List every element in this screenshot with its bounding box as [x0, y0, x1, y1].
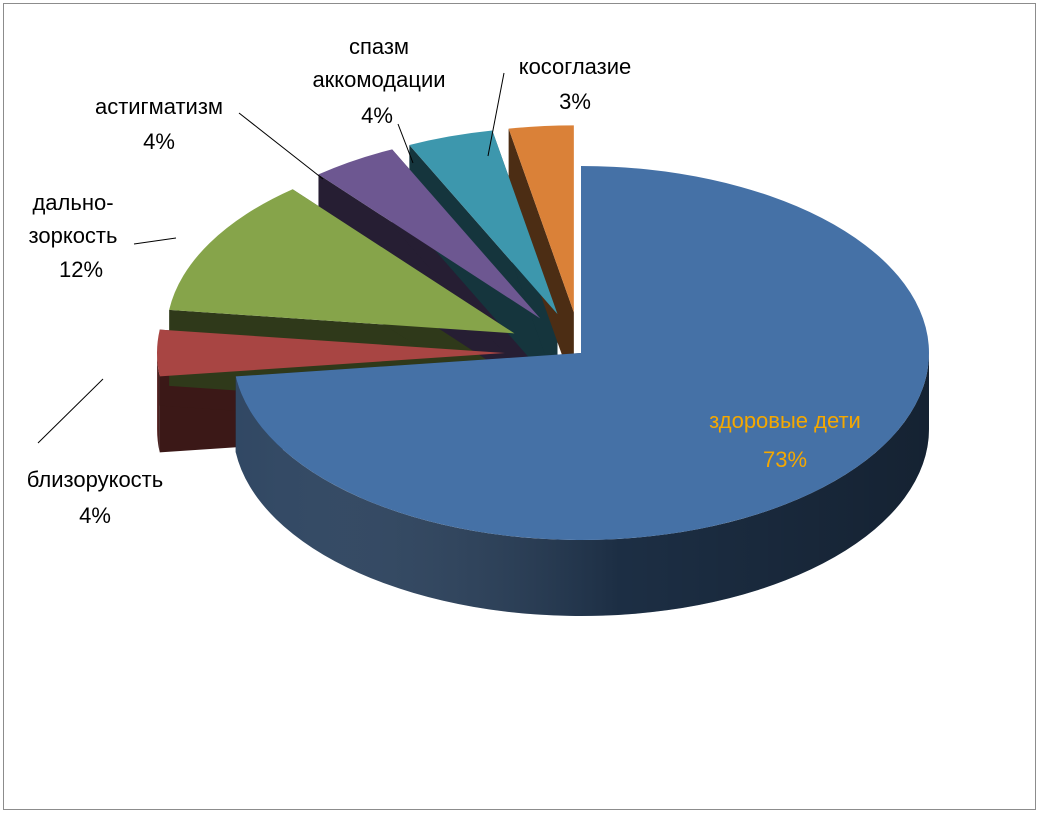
slice-label-4-line-0: спазм [349, 34, 409, 59]
pie-chart: здоровые дети 73% близорукость 4% дально-зор… [27, 34, 929, 617]
slice-value-3: 4% [143, 129, 175, 154]
slice-0 [235, 166, 929, 540]
leader-line-4 [397, 123, 414, 164]
slice-side-shade-1-0 [157, 353, 160, 453]
slice-4 [409, 130, 558, 315]
slice-value-4: 4% [361, 103, 393, 128]
leader-line-2 [133, 237, 177, 245]
slice-label-0: здоровые дети [709, 408, 861, 433]
slice-value-0: 73% [763, 447, 807, 472]
leader-line-3 [238, 112, 324, 180]
leader-lines [37, 72, 505, 444]
chart-frame: здоровые дети 73% близорукость 4% дально-зор… [3, 3, 1036, 810]
slice-label-2-line-0: дально- [32, 190, 113, 215]
slice-value-1: 4% [79, 503, 111, 528]
slice-3 [318, 149, 541, 319]
slice-1 [157, 329, 505, 377]
slice-side-shade-0-0 [235, 353, 929, 617]
slice-value-5: 3% [559, 89, 591, 114]
slice-label-3: астигматизм [95, 94, 223, 119]
slice-value-2: 12% [59, 257, 103, 282]
slice-label-1: близорукость [27, 467, 163, 492]
leader-line-5 [487, 72, 505, 157]
slice-label-5: косоглазие [519, 54, 632, 79]
slice-label-4-line-1: аккомодации [312, 67, 445, 92]
slice-2 [169, 189, 515, 334]
leader-line-1 [37, 378, 104, 444]
data-labels: здоровые дети 73% близорукость 4% дально-зор… [27, 34, 861, 528]
slice-label-2-line-1: зоркость [29, 223, 118, 248]
pie-tops [157, 125, 929, 540]
slice-5 [508, 125, 574, 313]
slice-wall-5-0 [508, 128, 574, 389]
